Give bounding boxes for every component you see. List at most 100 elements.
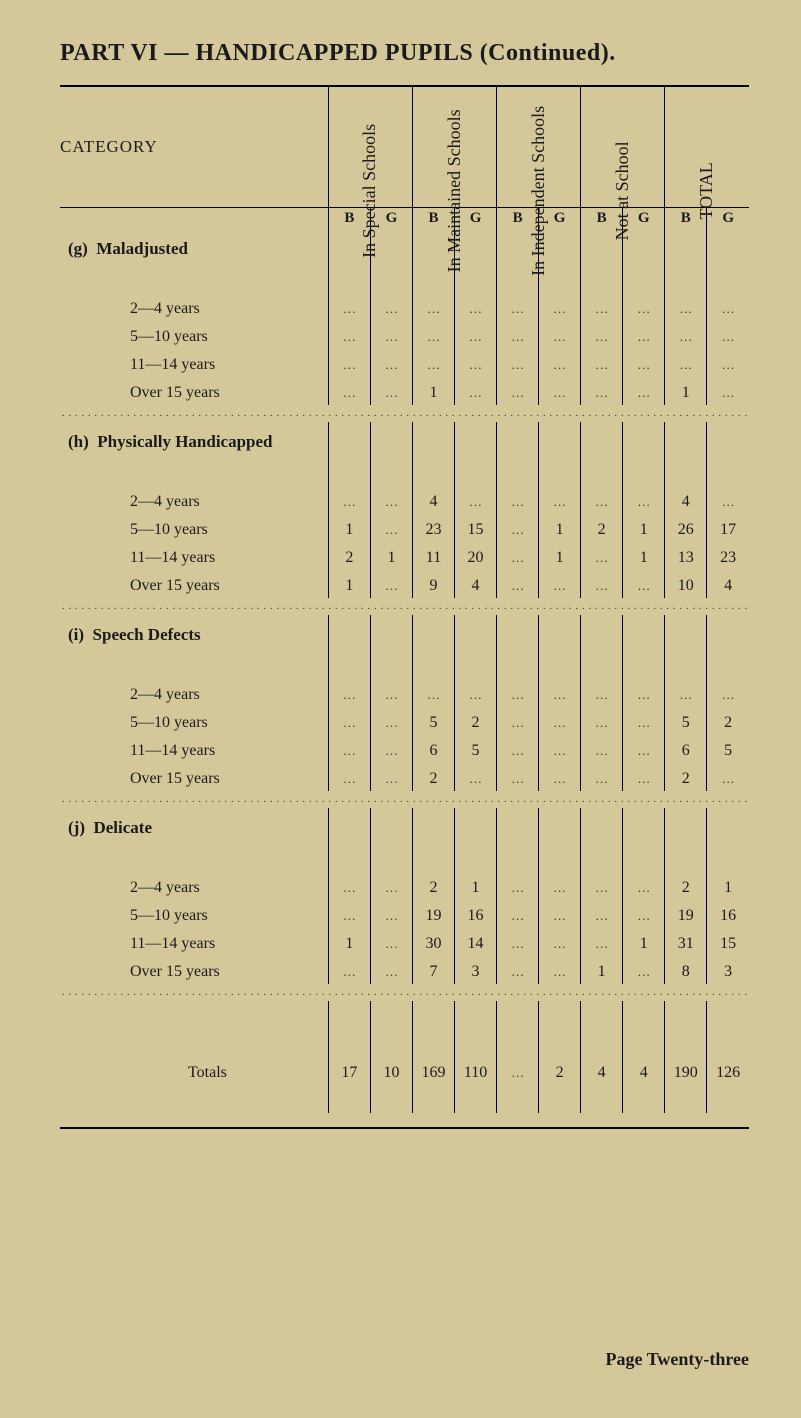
data-cell: … xyxy=(328,707,370,735)
data-cell: 1 xyxy=(623,542,665,570)
data-cell xyxy=(455,1001,497,1029)
category-heading: (g) Maladjusted xyxy=(60,229,328,265)
data-cell: … xyxy=(497,293,539,321)
data-cell: … xyxy=(665,321,707,349)
data-cell: … xyxy=(581,900,623,928)
data-cell: … xyxy=(539,377,581,405)
data-cell: 6 xyxy=(665,735,707,763)
data-cell: 4 xyxy=(412,486,454,514)
column-header-table: CATEGORY In Special Schools In Maintaine… xyxy=(60,87,749,207)
data-cell: … xyxy=(665,293,707,321)
row-label: Over 15 years xyxy=(60,763,328,791)
row-label: 11—14 years xyxy=(60,349,328,377)
data-cell xyxy=(412,1001,454,1029)
data-cell: … xyxy=(707,377,749,405)
data-cell: … xyxy=(623,570,665,598)
data-cell xyxy=(539,1085,581,1113)
category-header: CATEGORY xyxy=(60,87,328,207)
data-cell: … xyxy=(539,707,581,735)
data-cell: … xyxy=(707,763,749,791)
data-cell: 16 xyxy=(707,900,749,928)
data-cell: … xyxy=(497,679,539,707)
data-cell xyxy=(581,808,623,844)
data-cell: … xyxy=(623,679,665,707)
data-cell xyxy=(455,844,497,872)
data-cell: 5 xyxy=(665,707,707,735)
data-cell: … xyxy=(328,486,370,514)
data-cell xyxy=(623,1085,665,1113)
data-cell xyxy=(707,422,749,458)
data-cell: … xyxy=(497,349,539,377)
data-cell: … xyxy=(497,486,539,514)
data-cell: … xyxy=(412,679,454,707)
data-cell: 1 xyxy=(328,928,370,956)
data-cell xyxy=(539,844,581,872)
category-heading: (j) Delicate xyxy=(60,808,328,844)
data-cell xyxy=(581,844,623,872)
data-cell: 23 xyxy=(412,514,454,542)
data-cell: … xyxy=(497,514,539,542)
data-cell: … xyxy=(370,321,412,349)
data-cell: … xyxy=(539,570,581,598)
data-cell: … xyxy=(623,872,665,900)
data-cell xyxy=(370,265,412,293)
data-cell: 5 xyxy=(412,707,454,735)
data-cell xyxy=(623,844,665,872)
data-cell: 4 xyxy=(455,570,497,598)
data-cell: … xyxy=(370,349,412,377)
spacer xyxy=(60,265,328,293)
colgroup-notatschool: Not at School xyxy=(581,87,665,207)
data-cell xyxy=(665,265,707,293)
data-cell xyxy=(707,1085,749,1113)
totals-label: Totals xyxy=(60,1057,328,1085)
data-cell: … xyxy=(370,679,412,707)
data-cell xyxy=(370,844,412,872)
data-cell: … xyxy=(370,735,412,763)
data-cell xyxy=(665,651,707,679)
row-label: Over 15 years xyxy=(60,956,328,984)
data-cell xyxy=(370,808,412,844)
data-cell: … xyxy=(370,900,412,928)
row-label: Over 15 years xyxy=(60,570,328,598)
data-cell: … xyxy=(581,486,623,514)
data-cell: … xyxy=(497,956,539,984)
data-cell xyxy=(370,1029,412,1057)
category-heading: (h) Physically Handicapped xyxy=(60,422,328,458)
data-cell: … xyxy=(623,900,665,928)
data-cell xyxy=(328,458,370,486)
data-cell: … xyxy=(623,349,665,377)
data-cell xyxy=(497,844,539,872)
data-cell xyxy=(455,651,497,679)
data-cell: … xyxy=(623,293,665,321)
data-cell: … xyxy=(328,377,370,405)
data-cell: … xyxy=(539,486,581,514)
data-cell xyxy=(539,808,581,844)
data-cell xyxy=(539,1029,581,1057)
data-cell xyxy=(328,1001,370,1029)
data-cell: 1 xyxy=(412,377,454,405)
row-label: Over 15 years xyxy=(60,377,328,405)
data-cell xyxy=(328,265,370,293)
data-cell xyxy=(623,422,665,458)
category-heading: (i) Speech Defects xyxy=(60,615,328,651)
data-cell: … xyxy=(581,377,623,405)
spacer xyxy=(60,844,328,872)
data-cell: 20 xyxy=(455,542,497,570)
data-cell xyxy=(539,1001,581,1029)
data-cell: 1 xyxy=(455,872,497,900)
data-cell xyxy=(581,265,623,293)
data-cell: 26 xyxy=(665,514,707,542)
data-cell xyxy=(707,1001,749,1029)
data-cell xyxy=(455,1029,497,1057)
data-cell: 15 xyxy=(707,928,749,956)
data-cell xyxy=(665,422,707,458)
data-cell: … xyxy=(370,956,412,984)
row-label: 5—10 years xyxy=(60,321,328,349)
data-cell: 3 xyxy=(707,956,749,984)
data-cell xyxy=(497,1001,539,1029)
data-cell xyxy=(707,458,749,486)
data-cell: 2 xyxy=(455,707,497,735)
data-cell xyxy=(412,1029,454,1057)
data-cell: … xyxy=(497,570,539,598)
spacer xyxy=(60,1001,328,1029)
